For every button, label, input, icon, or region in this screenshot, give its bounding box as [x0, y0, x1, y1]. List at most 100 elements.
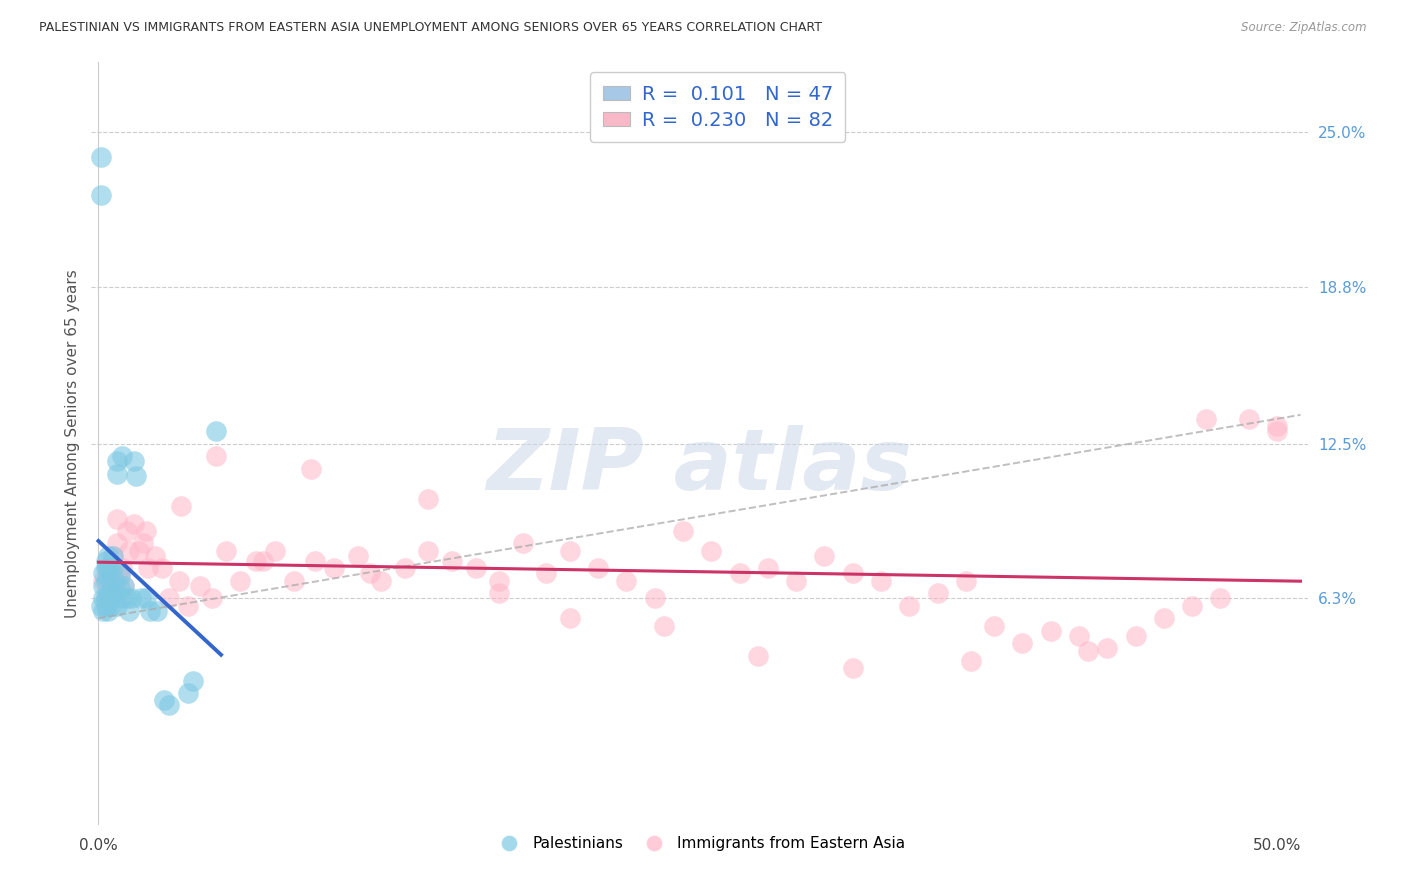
- Point: [91, 574, 114, 588]
- Point: [97, 604, 120, 618]
- Point: [98, 574, 121, 588]
- Point: [94, 574, 117, 588]
- Legend: Palestinians, Immigrants from Eastern Asia: Palestinians, Immigrants from Eastern As…: [488, 830, 911, 857]
- Point: [1209, 591, 1232, 606]
- Point: [115, 524, 138, 538]
- Point: [91, 566, 114, 581]
- Point: [488, 586, 510, 600]
- Point: [97, 561, 120, 575]
- Point: [813, 549, 835, 563]
- Point: [91, 591, 114, 606]
- Text: Source: ZipAtlas.com: Source: ZipAtlas.com: [1241, 21, 1367, 34]
- Point: [652, 618, 675, 632]
- Point: [870, 574, 893, 588]
- Point: [153, 693, 176, 707]
- Point: [157, 591, 180, 606]
- Point: [1067, 629, 1090, 643]
- Point: [90, 599, 112, 613]
- Point: [418, 544, 440, 558]
- Point: [370, 574, 392, 588]
- Point: [205, 425, 228, 439]
- Point: [927, 586, 949, 600]
- Point: [125, 469, 148, 483]
- Point: [616, 574, 638, 588]
- Point: [304, 554, 326, 568]
- Point: [644, 591, 666, 606]
- Point: [105, 536, 128, 550]
- Point: [323, 561, 346, 575]
- Point: [135, 524, 157, 538]
- Point: [728, 566, 751, 581]
- Point: [101, 561, 124, 575]
- Point: [157, 698, 180, 713]
- Point: [955, 574, 977, 588]
- Point: [167, 574, 190, 588]
- Point: [98, 586, 121, 600]
- Point: [1039, 624, 1062, 638]
- Point: [118, 604, 141, 618]
- Point: [346, 549, 368, 563]
- Point: [1195, 412, 1218, 426]
- Point: [112, 579, 135, 593]
- Point: [104, 586, 127, 600]
- Point: [841, 566, 863, 581]
- Point: [1011, 636, 1033, 650]
- Point: [98, 574, 121, 588]
- Point: [700, 544, 723, 558]
- Point: [90, 187, 112, 202]
- Point: [1097, 641, 1119, 656]
- Point: [136, 561, 159, 575]
- Point: [785, 574, 807, 588]
- Point: [135, 591, 157, 606]
- Point: [139, 604, 162, 618]
- Point: [488, 574, 510, 588]
- Point: [94, 561, 117, 575]
- Point: [205, 449, 228, 463]
- Point: [1153, 611, 1175, 625]
- Point: [98, 599, 121, 613]
- Point: [122, 454, 145, 468]
- Point: [177, 599, 200, 613]
- Y-axis label: Unemployment Among Seniors over 65 years: Unemployment Among Seniors over 65 years: [65, 269, 80, 618]
- Point: [97, 549, 120, 563]
- Point: [177, 686, 200, 700]
- Point: [418, 491, 440, 506]
- Point: [558, 544, 581, 558]
- Point: [97, 591, 120, 606]
- Point: [94, 554, 117, 568]
- Point: [108, 569, 131, 583]
- Point: [111, 561, 134, 575]
- Point: [170, 499, 193, 513]
- Point: [440, 554, 463, 568]
- Point: [98, 561, 121, 575]
- Point: [299, 461, 322, 475]
- Point: [94, 599, 117, 613]
- Point: [105, 511, 128, 525]
- Point: [91, 604, 114, 618]
- Point: [111, 591, 134, 606]
- Point: [129, 591, 152, 606]
- Point: [464, 561, 486, 575]
- Point: [188, 579, 211, 593]
- Point: [536, 566, 558, 581]
- Point: [118, 544, 141, 558]
- Point: [1237, 412, 1260, 426]
- Point: [200, 591, 222, 606]
- Point: [283, 574, 305, 588]
- Point: [229, 574, 252, 588]
- Point: [132, 536, 155, 550]
- Point: [105, 467, 128, 481]
- Point: [215, 544, 238, 558]
- Point: [1265, 419, 1288, 434]
- Point: [101, 549, 124, 563]
- Point: [94, 591, 117, 606]
- Point: [104, 579, 127, 593]
- Point: [143, 549, 166, 563]
- Point: [108, 582, 131, 596]
- Point: [1265, 425, 1288, 439]
- Point: [1077, 643, 1099, 657]
- Point: [115, 591, 138, 606]
- Point: [359, 566, 381, 581]
- Point: [1125, 629, 1147, 643]
- Point: [91, 579, 114, 593]
